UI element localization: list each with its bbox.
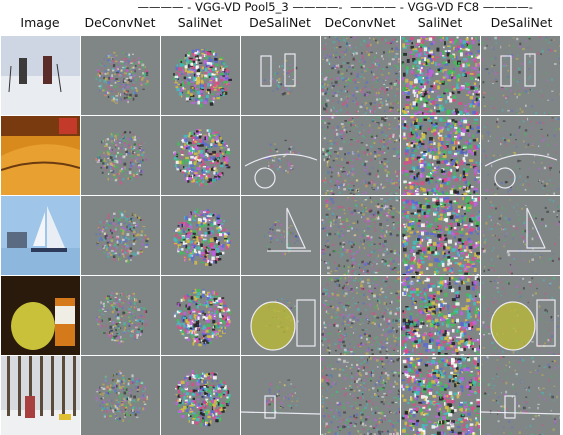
visualization-pool-sali-taxi [161,116,240,195]
visualization-fc-deconv-skiers [321,36,400,115]
visualization-fc-deconv-taxi [321,116,400,195]
visualization-pool-desali-pear [241,276,320,355]
visualization-fc-desali-pear [481,276,560,355]
visualization-fc-deconv-snow-woods [321,356,400,435]
visualization-fc-sali-sailboat [401,196,480,275]
visualization-pool-desali-snow-woods [241,356,320,435]
visualization-fc-deconv-sailboat [321,196,400,275]
visualization-pool-sali-pear [161,276,240,355]
visualization-fc-deconv-pear [321,276,400,355]
column-header-fc-salinet: SaliNet [417,15,463,30]
visualization-pool-deconv-skiers [81,36,160,115]
group-header-fc8: ———— - VGG-VD FC8 ————- [350,0,533,14]
input-image-taxi [1,116,80,195]
visualization-pool-sali-sailboat [161,196,240,275]
input-image-pear [1,276,80,355]
column-header-pool-deconvnet: DeConvNet [84,15,156,30]
group-header-pool5: ———— - VGG-VD Pool5_3 ————- [137,0,343,14]
visualization-fc-sali-pear [401,276,480,355]
visualization-fc-desali-taxi [481,116,560,195]
input-image-skiers [1,36,80,115]
visualization-fc-sali-snow-woods [401,356,480,435]
visualization-pool-deconv-snow-woods [81,356,160,435]
visualization-fc-desali-skiers [481,36,560,115]
visualization-fc-desali-sailboat [481,196,560,275]
visualization-pool-deconv-pear [81,276,160,355]
visualization-pool-sali-snow-woods [161,356,240,435]
visualization-pool-desali-sailboat [241,196,320,275]
visualization-pool-deconv-taxi [81,116,160,195]
column-header-fc-deconvnet: DeConvNet [324,15,396,30]
column-header-pool-desalinet: DeSaliNet [249,15,311,30]
column-header-image: Image [20,15,60,30]
visualization-pool-desali-skiers [241,36,320,115]
column-header-fc-desalinet: DeSaliNet [490,15,553,30]
visualization-pool-sali-skiers [161,36,240,115]
input-image-snow-woods [1,356,80,435]
visualization-fc-sali-taxi [401,116,480,195]
column-header-pool-salinet: SaliNet [177,15,223,30]
visualization-fc-sali-skiers [401,36,480,115]
visualization-fc-desali-snow-woods [481,356,560,435]
input-image-sailboat [1,196,80,275]
visualization-pool-deconv-sailboat [81,196,160,275]
visualization-pool-desali-taxi [241,116,320,195]
